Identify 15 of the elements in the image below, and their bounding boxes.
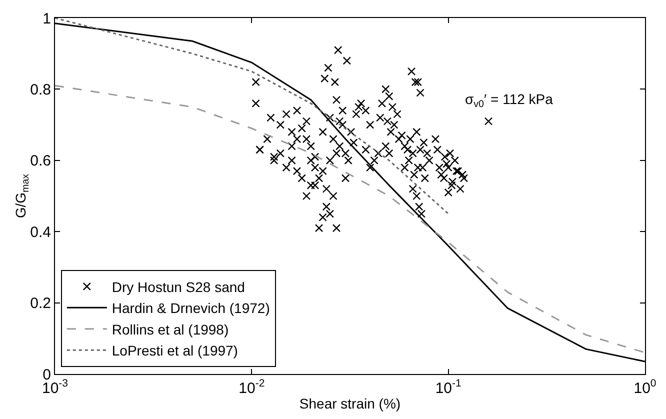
y-tick-label: 0.8 [30, 81, 51, 98]
legend-label: Dry Hostun S28 sand [112, 278, 245, 295]
x-axis-title: Shear strain (%) [299, 395, 401, 412]
legend-label: LoPresti et al (1997) [112, 342, 238, 359]
y-tick-label: 0.6 [30, 152, 51, 170]
annotation: σ$_{v0}$′ = 112 kPa [465, 91, 554, 110]
legend-label: Hardin & Drnevich (1972) [112, 300, 270, 316]
legend-label: Rollins et al (1998) [112, 321, 229, 338]
x-tick-label: 10$^{-1}$ [435, 378, 462, 397]
y-tick-label: 1 [42, 10, 51, 28]
x-tick-label: 10$^{0}$ [634, 378, 656, 397]
y-tick-label: 0 [42, 366, 51, 384]
y-tick-label: 0.4 [30, 224, 51, 241]
x-tick-label: 10$^{-2}$ [238, 378, 265, 397]
y-tick-label: 0.2 [30, 295, 51, 312]
